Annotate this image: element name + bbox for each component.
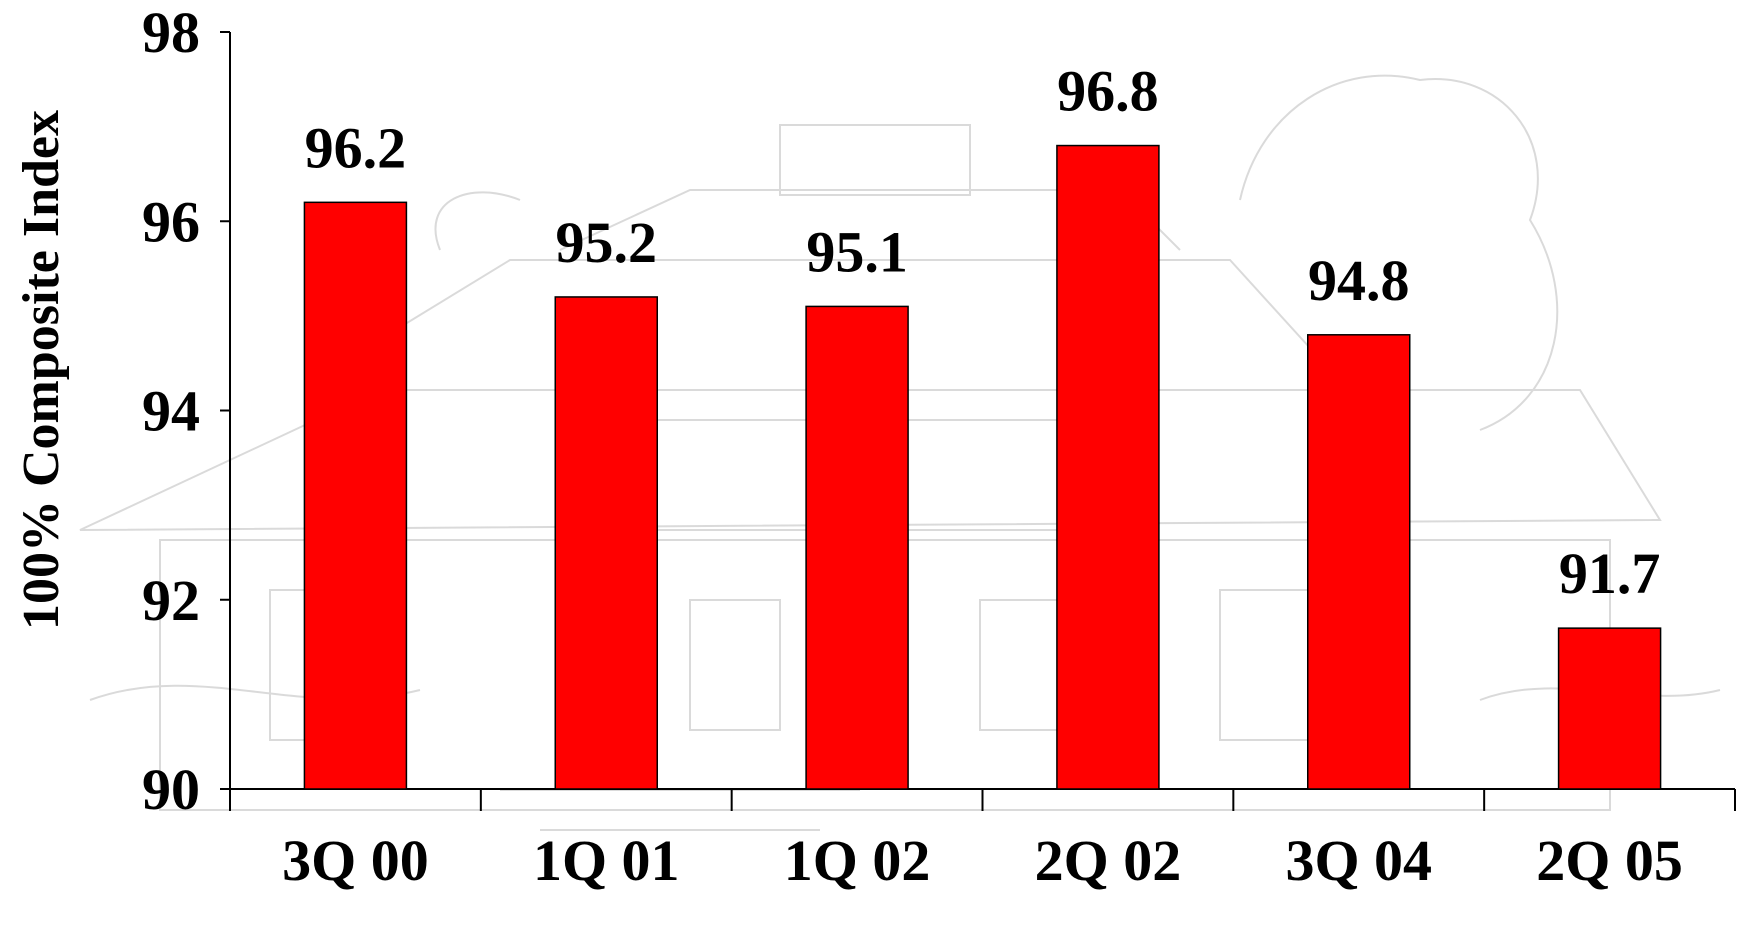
bar xyxy=(1557,627,1662,790)
bar-value-label: 94.8 xyxy=(1308,248,1410,313)
y-tick-label: 98 xyxy=(142,0,200,65)
bar-value-label: 95.1 xyxy=(806,219,908,284)
x-category-label: 1Q 02 xyxy=(784,828,931,893)
bar xyxy=(303,201,408,790)
bar-value-label: 91.7 xyxy=(1559,541,1661,606)
x-category-label: 3Q 00 xyxy=(282,828,429,893)
y-tick-label: 94 xyxy=(142,379,200,444)
y-tick-label: 92 xyxy=(142,568,200,633)
bar-value-label: 95.2 xyxy=(556,210,658,275)
x-category-label: 2Q 05 xyxy=(1536,828,1683,893)
y-axis-ticks: 90 92 94 96 98 xyxy=(142,0,230,822)
data-labels-group: 96.2 95.2 95.1 96.8 94.8 91.7 xyxy=(305,59,1661,607)
x-category-label: 1Q 01 xyxy=(533,828,680,893)
y-tick-label: 90 xyxy=(142,757,200,822)
bar xyxy=(1307,334,1411,790)
x-category-label: 2Q 02 xyxy=(1035,828,1182,893)
y-tick-label: 96 xyxy=(142,189,200,254)
bar-value-label: 96.8 xyxy=(1057,59,1159,124)
bar xyxy=(805,305,909,790)
category-labels-group: 3Q 00 1Q 01 1Q 02 2Q 02 3Q 04 2Q 05 xyxy=(282,828,1683,893)
x-axis-ticks xyxy=(229,789,1736,811)
bar xyxy=(554,296,658,790)
x-category-label: 3Q 04 xyxy=(1285,828,1432,893)
y-axis-title: 100% Composite Index xyxy=(13,110,70,630)
bar-value-label: 96.2 xyxy=(305,115,407,180)
bars-group xyxy=(303,144,1662,790)
bar xyxy=(1056,144,1160,790)
